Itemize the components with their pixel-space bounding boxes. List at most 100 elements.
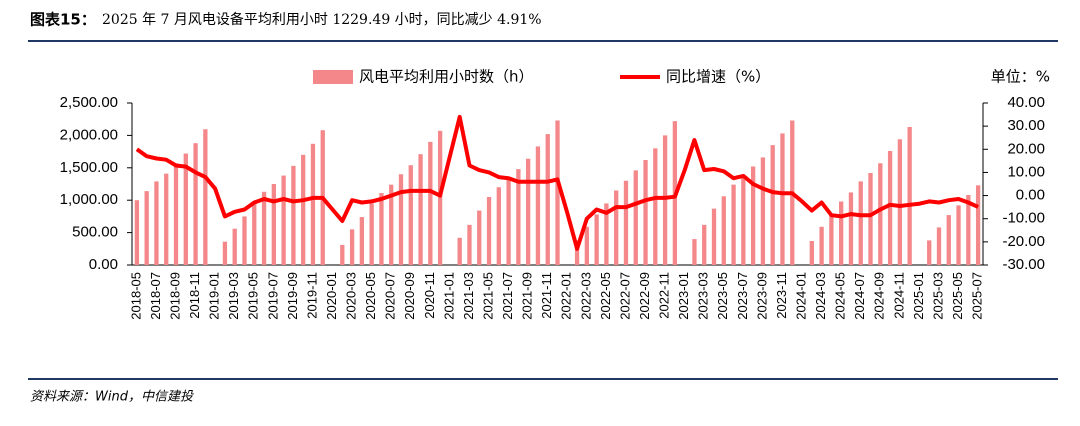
y2-tick-label: 20.00 (1007, 140, 1045, 157)
x-tick-label: 2021-01 (441, 272, 456, 320)
bar (467, 224, 472, 265)
x-tick-label: 2025-01 (911, 272, 926, 320)
x-tick-label: 2025-03 (930, 272, 945, 320)
x-tick-label: 2020-11 (422, 272, 437, 319)
legend-swatch (313, 70, 353, 84)
bar (232, 228, 237, 265)
x-tick-label: 2022-09 (637, 272, 652, 320)
bar (193, 143, 198, 265)
x-tick-label: 2019-07 (265, 272, 280, 320)
bar (437, 130, 443, 265)
x-tick-label: 2025-05 (950, 272, 965, 320)
bar (457, 237, 462, 265)
x-tick-label: 2023-05 (715, 272, 730, 320)
bar (164, 173, 169, 265)
bar (183, 153, 188, 265)
x-tick-label: 2023-09 (754, 272, 769, 320)
bar (242, 216, 247, 265)
bar (144, 191, 149, 265)
bar (281, 175, 286, 265)
y2-tick-label: 40.00 (1007, 94, 1045, 111)
bar (379, 193, 384, 265)
bar (956, 205, 961, 265)
bar (731, 184, 736, 265)
bar (526, 158, 531, 265)
bar (848, 192, 854, 265)
bar (271, 184, 276, 265)
bar (819, 226, 824, 265)
y-tick-label: 2,000.00 (60, 126, 118, 143)
bar (261, 191, 267, 265)
bar (741, 176, 746, 265)
x-tick-label: 2024-07 (852, 272, 867, 320)
bar (310, 143, 316, 265)
bar (633, 170, 638, 265)
chart-title: 2025 年 7 月风电设备平均利用小时 1229.49 小时，同比减少 4.9… (102, 11, 542, 28)
bar (555, 120, 560, 265)
source: 资料来源：Wind，中信建投 (30, 390, 194, 405)
bar (868, 172, 873, 265)
y2-tick-label: 0.00 (1016, 187, 1045, 204)
bar (154, 181, 159, 265)
y-tick-label: 0.00 (89, 256, 118, 273)
x-tick-label: 2021-03 (461, 272, 476, 320)
y-tick-label: 500.00 (72, 224, 118, 241)
unit-label: 单位：% (991, 68, 1050, 86)
bar (574, 240, 580, 265)
bar (359, 217, 365, 265)
bar (535, 146, 541, 265)
y-tick-label: 2,500.00 (60, 94, 118, 111)
bar (389, 184, 394, 265)
bar (770, 145, 775, 265)
bar (486, 196, 492, 265)
x-tick-label: 2023-01 (676, 272, 691, 320)
x-tick-label: 2019-03 (226, 272, 241, 320)
bar (623, 180, 629, 265)
x-tick-label: 2024-05 (833, 272, 848, 320)
figure-label: 图表15： (30, 11, 96, 29)
bar (975, 185, 981, 265)
bar (614, 190, 619, 265)
bar (203, 129, 208, 265)
x-tick-label: 2021-11 (539, 272, 554, 319)
x-tick-label: 2025-07 (970, 272, 985, 320)
bar (887, 150, 893, 265)
x-tick-label: 2018-11 (187, 272, 202, 319)
x-tick-label: 2021-09 (520, 272, 535, 320)
legend-label: 同比增速（%） (666, 68, 770, 86)
x-tick-label: 2018-09 (167, 272, 182, 320)
bar (301, 154, 306, 265)
y2-tick-label: -20.00 (1002, 233, 1045, 250)
x-tick-label: 2022-05 (598, 272, 613, 320)
y-tick-label: 1,500.00 (60, 159, 118, 176)
x-tick-label: 2024-03 (813, 272, 828, 320)
x-tick-label: 2019-11 (304, 272, 319, 319)
x-tick-label: 2020-07 (383, 272, 398, 320)
bar (516, 169, 521, 265)
bar (702, 224, 707, 265)
bar (594, 214, 599, 265)
bar (936, 227, 942, 265)
x-tick-label: 2020-09 (402, 272, 417, 320)
bar (829, 214, 834, 265)
x-tick-label: 2022-03 (578, 272, 593, 320)
bar (750, 166, 756, 265)
bar (760, 157, 766, 265)
bar (927, 240, 932, 265)
bar (506, 178, 511, 265)
x-tick-label: 2019-09 (285, 272, 300, 320)
bar (653, 148, 658, 265)
bar (839, 201, 844, 265)
bar (222, 241, 228, 265)
bar (897, 139, 903, 265)
bar (878, 163, 883, 265)
bar (584, 226, 589, 265)
x-tick-label: 2022-01 (559, 272, 574, 320)
bar (721, 196, 726, 265)
x-tick-label: 2022-07 (617, 272, 632, 320)
x-tick-label: 2018-07 (148, 272, 163, 320)
bar (291, 165, 296, 265)
bar (398, 174, 404, 265)
x-tick-label: 2024-01 (793, 272, 808, 320)
